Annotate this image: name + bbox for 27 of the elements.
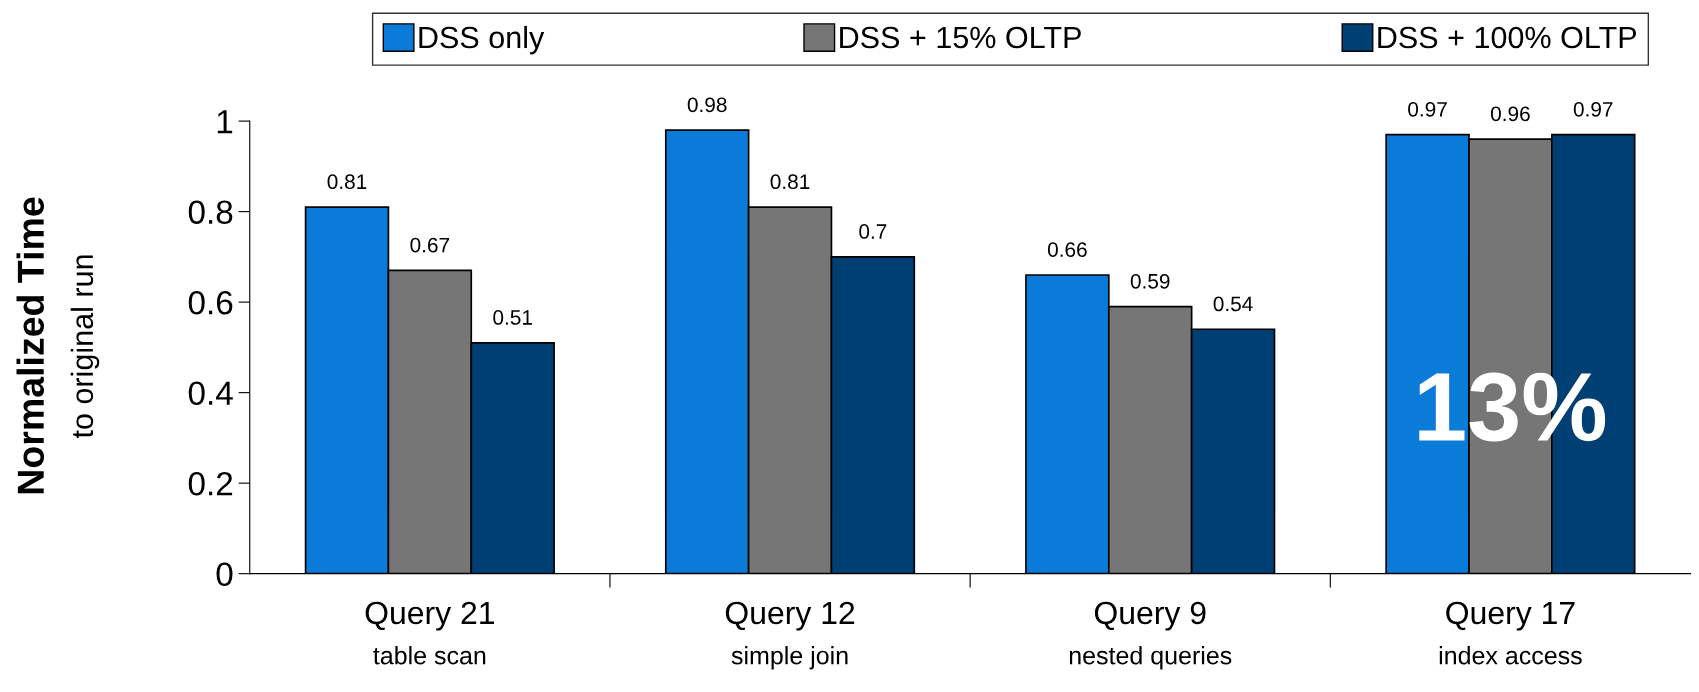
- data-label: 0.59: [1130, 273, 1170, 289]
- data-label: 0.7: [859, 224, 887, 239]
- data-label: 0.54: [1213, 296, 1253, 312]
- data-label: 0.96: [1490, 106, 1530, 122]
- x-tick-label: Query 12 simple join: [725, 601, 855, 670]
- data-label: 0.97: [1573, 101, 1613, 117]
- data-label: 0.81: [770, 174, 810, 190]
- y-tick-label: 1: [217, 110, 233, 134]
- y-tick-label: 0.4: [188, 381, 233, 406]
- data-label: 0.66: [1047, 242, 1087, 257]
- y-tick-label: 0.2: [188, 471, 233, 496]
- y-tick-label: 0.6: [188, 290, 233, 315]
- x-tick-label: Query 9 nested queries: [1069, 601, 1232, 670]
- data-label: 0.81: [327, 174, 367, 190]
- legend-label: DSS + 100% OLTP: [1378, 26, 1637, 49]
- x-tick-label: Query 21 table scan: [365, 601, 494, 665]
- legend-label: DSS only: [419, 25, 545, 55]
- y-tick-label: 0.8: [188, 200, 233, 225]
- annotation: 13%: [1419, 372, 1606, 442]
- data-label: 0.98: [687, 97, 727, 113]
- legend-label: DSS + 15% OLTP: [840, 26, 1081, 49]
- data-label: 0.67: [410, 237, 450, 253]
- y-tick-label: 0: [216, 562, 233, 587]
- data-label: 0.97: [1408, 101, 1447, 117]
- data-label: 0.51: [493, 310, 532, 325]
- x-tick-label: Query 17 index access: [1439, 601, 1582, 665]
- y-axis-title: Normalized Time to original run: [16, 197, 100, 494]
